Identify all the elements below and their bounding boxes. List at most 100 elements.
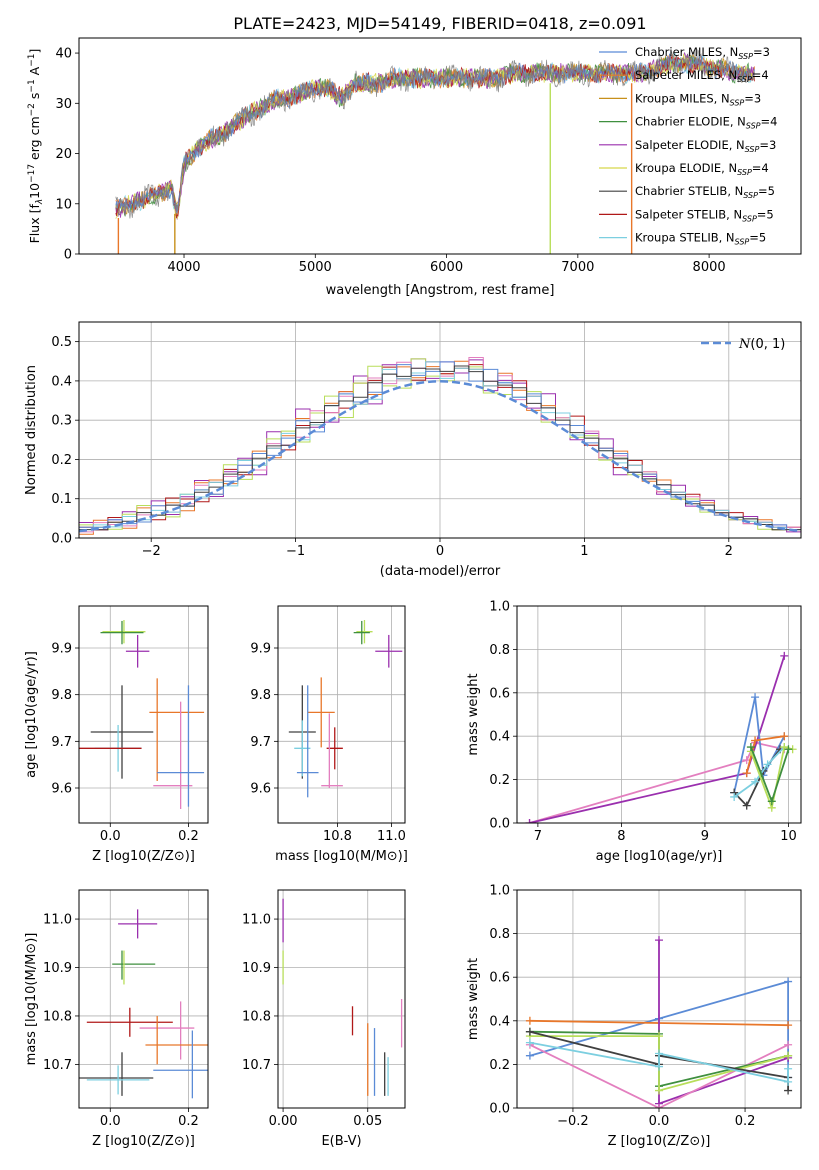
errorbars (288, 620, 403, 798)
legend-text: =5 (757, 207, 774, 221)
legend-text: =4 (752, 161, 769, 175)
y-tick-label: 0.2 (51, 453, 72, 468)
weight-marker (784, 1021, 793, 1030)
x-tick-label: 2 (725, 544, 733, 559)
weight-marker (763, 760, 772, 769)
x-tick-label: 10 (780, 829, 797, 844)
y-tick-label: 20 (55, 147, 72, 162)
weight-marker (784, 1064, 793, 1073)
weight-vs-age-panel: 7 8 9 10 0.0 0.2 0.4 0.6 0.8 1.0 age [log10(age/yr… (466, 600, 802, 864)
legend-text: Kroupa STELIB, N (635, 231, 735, 245)
y-axis-label: mass weight (466, 673, 481, 755)
legend-text: Chabrier STELIB, N (635, 184, 743, 198)
y-tick-label: 0.8 (489, 927, 510, 942)
legend-text: =5 (749, 231, 766, 245)
axes-frame (277, 605, 406, 824)
y-tick-label: 10.7 (242, 1058, 271, 1073)
legend-text: Chabrier ELODIE, N (635, 115, 746, 129)
axes-frame (277, 889, 406, 1109)
y-tick-label: 0.6 (489, 686, 510, 701)
x-axis-label: mass [log10(M/M⊙)] (275, 849, 408, 864)
y-tick-label: 10.9 (242, 961, 271, 976)
weight-vs-metallicity-panel: −0.2 0.0 0.2 0.0 0.2 0.4 0.6 0.8 1.0 Z [log10(Z/Z… (466, 884, 802, 1149)
y-tick-label: 30 (55, 97, 72, 112)
weight-line (733, 696, 786, 793)
y-tick-label: 10.8 (43, 1009, 72, 1024)
x-axis-label: E(B-V) (321, 1134, 361, 1149)
y-axis-label: Flux [fλ10−17 erg cm−2 s−1 A−1] (27, 49, 45, 244)
weight-marker (784, 1077, 793, 1086)
weight-marker (655, 936, 663, 945)
x-axis-label: (data-model)/error (380, 564, 501, 579)
x-tick-label: 0.2 (178, 1114, 199, 1129)
figure-title: PLATE=2423, MJD=54149, FIBERID=0418, z=0… (233, 14, 646, 33)
y-tick-label: 0.0 (489, 1102, 510, 1117)
y-tick-label: 9.8 (250, 688, 271, 703)
x-tick-label: 0.0 (100, 829, 121, 844)
legend-label: Kroupa STELIB, NSSP=5 (635, 231, 766, 247)
x-tick-label: 1 (580, 544, 588, 559)
x-axis-label: wavelength [Angstrom, rest frame] (326, 283, 555, 298)
weight-marker (655, 1086, 663, 1095)
weight-marker (730, 792, 739, 801)
y-tick-label: 9.8 (51, 688, 72, 703)
legend-label: Kroupa ELODIE, NSSP=4 (635, 161, 769, 177)
legend-label: Chabrier MILES, NSSP=3 (635, 45, 770, 61)
weight-marker (525, 819, 534, 823)
axes-frame (78, 321, 802, 539)
residuals-panel: −2 −1 0 1 2 0.0 0.1 0.2 0.3 0.4 0.5 N(0, 1) (data-mo… (24, 321, 802, 579)
axes-frame (78, 889, 209, 1109)
y-axis-label: mass weight (466, 958, 481, 1040)
y-label-part: erg cm (27, 116, 42, 164)
weight-marker (655, 1032, 663, 1041)
axes-frame (516, 605, 802, 824)
weight-lines (525, 651, 797, 823)
normal-reference-curve (79, 380, 801, 533)
y-tick-label: 1.0 (489, 600, 510, 615)
x-axis-label: age [log10(age/yr)] (596, 849, 723, 864)
y-tick-label: 0.8 (489, 643, 510, 658)
y-tick-label: 9.6 (51, 782, 72, 797)
weight-marker (780, 651, 789, 660)
legend-text: =3 (759, 138, 776, 152)
legend-text: =4 (761, 115, 778, 129)
mass-vs-ebv-panel: 0.00 0.05 10.7 10.8 10.9 11.0 E(B-V) (242, 889, 406, 1149)
y-tick-label: 9.9 (51, 642, 72, 657)
weight-marker (784, 1086, 793, 1095)
y-tick-label: 0.2 (489, 1058, 510, 1073)
x-tick-label: 0 (436, 544, 444, 559)
y-tick-label: 0.5 (51, 335, 72, 350)
x-tick-label: 4000 (167, 260, 200, 275)
legend-text: =3 (753, 45, 770, 59)
x-tick-label: 0.0 (100, 1114, 121, 1129)
legend-label: Salpeter STELIB, NSSP=5 (635, 207, 774, 223)
x-axis-label: Z [log10(Z/Z⊙)] (92, 849, 195, 864)
weight-marker (525, 1016, 534, 1025)
legend-subscript: SSP (738, 52, 753, 61)
legend-text: (0, 1) (750, 337, 785, 352)
y-tick-label: 0.2 (489, 773, 510, 788)
x-axis-label: Z [log10(Z/Z⊙)] (608, 1134, 711, 1149)
x-tick-label: 6000 (430, 260, 463, 275)
weight-marker (655, 1104, 663, 1108)
errorbars (282, 898, 403, 1096)
y-tick-label: 11.0 (242, 913, 271, 928)
x-tick-label: 5000 (299, 260, 332, 275)
axes-frame (78, 37, 802, 255)
y-tick-label: 11.0 (43, 913, 72, 928)
errorbars (79, 909, 208, 1099)
y-tick-label: 10.8 (242, 1009, 271, 1024)
x-tick-label: 0.05 (353, 1114, 382, 1129)
y-label-part: A (27, 66, 42, 79)
y-axis-label: Normed distribution (24, 365, 39, 495)
y-axis-label: age [log10(age/yr)] (24, 651, 39, 778)
axes-frame (78, 605, 209, 824)
weight-marker (751, 777, 760, 786)
x-tick-label: 0.2 (735, 1114, 756, 1129)
y-tick-label: 0.0 (489, 817, 510, 832)
x-tick-label: 11.0 (377, 829, 406, 844)
y-tick-label: 0.0 (51, 532, 72, 547)
histograms (79, 357, 801, 535)
y-tick-label: 10 (55, 197, 72, 212)
